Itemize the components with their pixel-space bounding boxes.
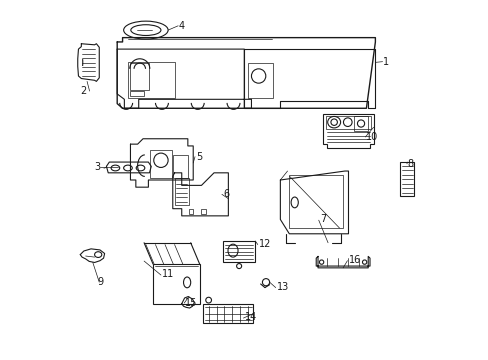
Bar — [174, 178, 188, 205]
Bar — [129, 63, 149, 90]
Text: 2: 2 — [81, 86, 87, 96]
Polygon shape — [323, 114, 373, 148]
Bar — [223, 241, 255, 262]
Text: 5: 5 — [196, 152, 202, 162]
Text: 1: 1 — [383, 57, 388, 67]
Polygon shape — [153, 264, 199, 304]
Bar — [173, 155, 187, 178]
Text: 12: 12 — [258, 239, 271, 249]
Bar — [188, 209, 193, 214]
Bar — [353, 116, 367, 131]
Bar — [201, 209, 205, 214]
Text: 15: 15 — [185, 298, 197, 308]
Text: 10: 10 — [366, 132, 378, 142]
Text: 14: 14 — [244, 312, 256, 322]
Bar — [150, 149, 171, 178]
Text: 9: 9 — [97, 277, 103, 287]
Bar — [289, 175, 343, 228]
Text: 8: 8 — [407, 159, 413, 169]
Text: 11: 11 — [162, 269, 174, 279]
Text: 16: 16 — [348, 255, 360, 265]
Bar — [400, 162, 413, 196]
Text: 4: 4 — [179, 21, 184, 31]
Bar — [129, 91, 144, 96]
Bar — [128, 62, 174, 98]
Bar — [203, 304, 253, 323]
Bar — [247, 63, 272, 98]
Text: 7: 7 — [319, 215, 325, 224]
Text: 13: 13 — [276, 282, 288, 292]
Text: 6: 6 — [223, 189, 229, 199]
Bar — [325, 116, 370, 129]
Text: 3: 3 — [94, 162, 100, 172]
